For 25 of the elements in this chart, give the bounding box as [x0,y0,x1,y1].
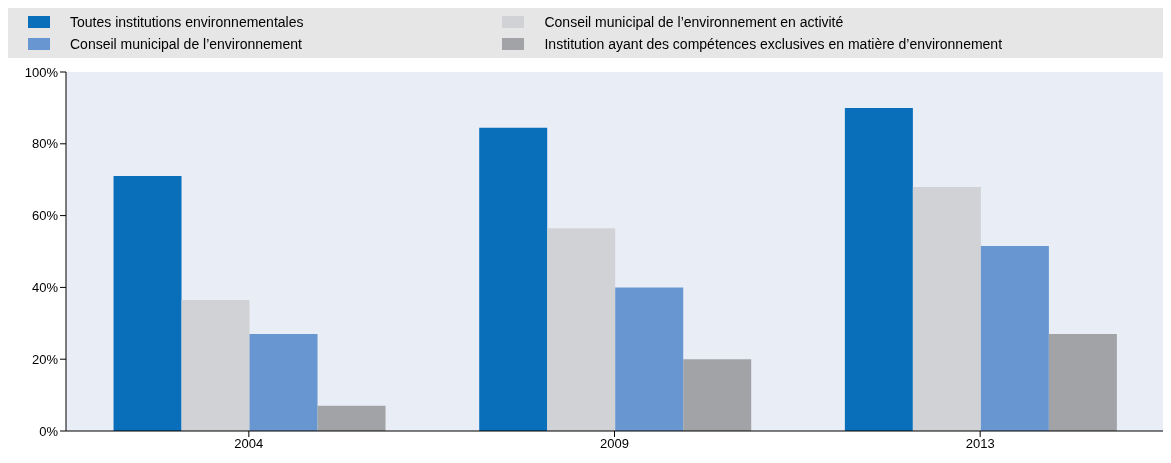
bar [615,287,684,431]
bar [844,107,913,431]
y-tick-label: 60% [31,208,59,224]
bar [1048,334,1117,431]
bar [181,299,250,431]
legend-label: Institution ayant des compétences exclusives en matière d’environnement [544,36,1003,52]
bar [317,405,386,431]
bar [547,228,616,431]
y-tick-label: 0% [39,423,59,439]
x-tick-label: 2013 [965,436,995,452]
x-tick-label: 2009 [600,436,629,452]
y-tick-label: 40% [31,280,59,296]
bar [479,127,548,431]
x-tick-label: 2004 [234,436,264,452]
y-tick-label: 80% [31,136,59,152]
bar [912,186,981,431]
y-tick-label: 100% [24,64,59,80]
bar [113,176,182,431]
bar [683,359,752,431]
legend-label: Conseil municipal de l’environnement en activité [544,14,844,30]
legend-label: Conseil municipal de l’environnement [70,36,302,52]
y-tick-label: 20% [31,351,59,367]
legend-label: Toutes institutions environnementales [70,14,304,30]
bar [980,246,1049,431]
bar [249,334,318,431]
